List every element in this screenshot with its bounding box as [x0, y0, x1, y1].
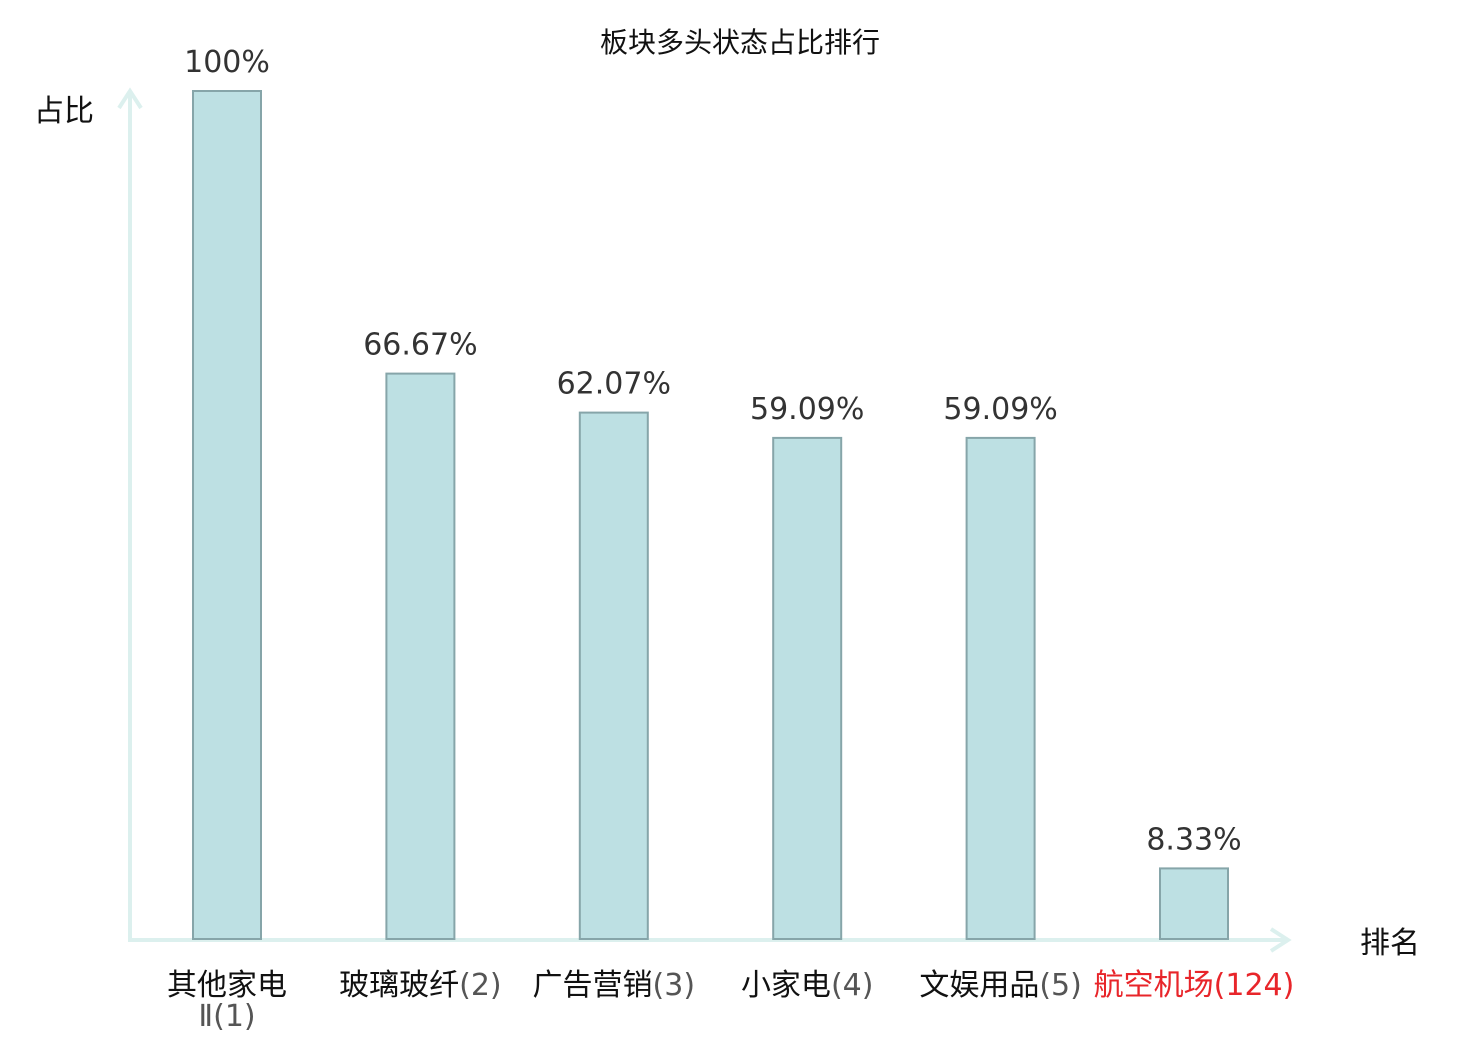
y-axis-label: 占比	[34, 94, 94, 129]
category-name: 广告营销	[533, 968, 653, 1003]
bar	[772, 436, 843, 940]
category-name: 其他家电	[167, 968, 287, 1003]
category-rank: (4)	[831, 968, 874, 1003]
x-tick-label: 广告营销(3)	[533, 968, 696, 1003]
x-axis-arrow	[1269, 927, 1292, 953]
data-label: 66.67%	[363, 328, 477, 363]
y-axis-arrow	[117, 87, 143, 110]
category-name: 航空机场	[1094, 968, 1214, 1003]
x-tick-label: 文娱用品(5)	[919, 968, 1082, 1003]
data-label: 62.07%	[557, 367, 671, 402]
category-rank: (124)	[1214, 968, 1295, 1003]
category-name: 文娱用品	[919, 968, 1039, 1003]
bar	[385, 372, 456, 941]
x-axis-label: 排名	[1360, 926, 1420, 961]
category-rank: (5)	[1039, 968, 1082, 1003]
axes	[117, 87, 1292, 953]
bars	[192, 90, 1229, 941]
bar	[578, 411, 649, 941]
x-tick-label: 航空机场(124)	[1094, 968, 1295, 1003]
bar	[192, 90, 262, 940]
bar	[1159, 867, 1229, 941]
category-name: 小家电	[741, 968, 831, 1003]
category-name: 玻璃玻纤	[339, 968, 459, 1003]
bar	[965, 436, 1036, 940]
category-labels: 其他家电 Ⅱ(1)玻璃玻纤(2) 广告营销(3) 小家电(4) 文娱用品(5) 航空机场(…	[167, 968, 1294, 1034]
x-tick-label: 其他家电 Ⅱ(1)	[167, 968, 287, 1034]
x-tick-label: 玻璃玻纤(2)	[339, 968, 502, 1003]
chart-title: 板块多头状态占比排行	[600, 26, 880, 59]
x-tick-label: 小家电(4)	[741, 968, 874, 1003]
category-name-line2: Ⅱ(1)	[198, 999, 255, 1034]
data-label: 59.09%	[943, 392, 1057, 427]
data-label: 100%	[184, 45, 270, 80]
data-label: 59.09%	[750, 392, 864, 427]
category-rank: (2)	[459, 968, 502, 1003]
data-label: 8.33%	[1146, 822, 1241, 857]
category-rank: (3)	[653, 968, 696, 1003]
value-labels: 100% 66.67% 62.07% 59.09% 59.09% 8.33%	[184, 45, 1242, 857]
